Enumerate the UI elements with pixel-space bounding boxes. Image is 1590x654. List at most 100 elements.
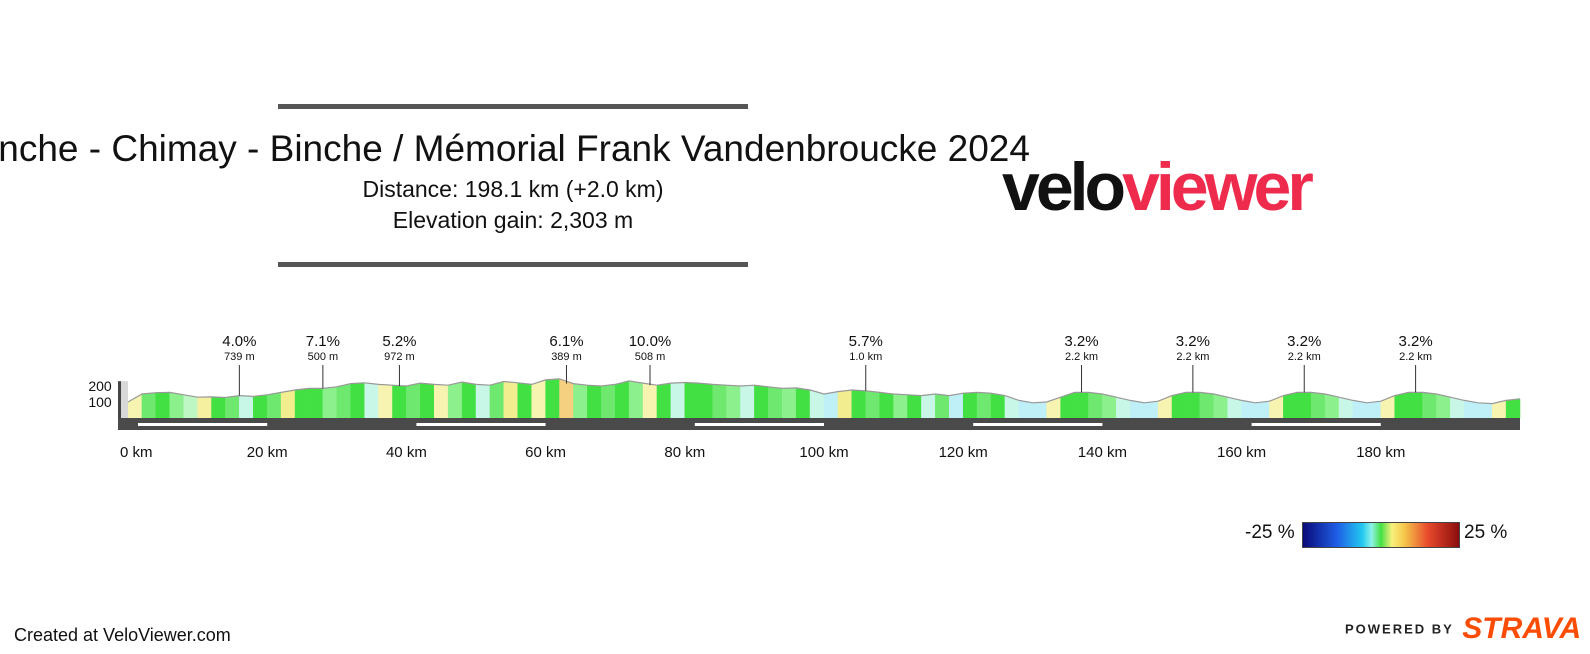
profile-segment (1283, 392, 1298, 419)
profile-segment (1046, 396, 1061, 419)
climb-gradient-label: 5.7% (849, 333, 883, 350)
profile-segment (280, 389, 296, 419)
climb-gradient-label: 5.2% (382, 333, 416, 350)
start-block (120, 381, 128, 418)
profile-segment (1213, 393, 1228, 419)
x-tick-label: 0 km (120, 444, 153, 461)
powered-by-strava[interactable]: POWERED BY STRAVA (1345, 612, 1581, 646)
profile-segment (253, 394, 268, 419)
profile-segment (1171, 392, 1187, 419)
route-title: inche - Chimay - Binche / Mémorial Frank… (0, 128, 1030, 169)
climb-length-label: 2.2 km (1176, 351, 1209, 363)
climb-gradient-label: 6.1% (549, 333, 583, 350)
title-top-rule (278, 104, 748, 109)
profile-segment (698, 382, 713, 419)
climb-markers: 4.0%739 m 7.1%500 m 5.2%972 m 6.1%389 m 10.0… (222, 333, 1433, 396)
x-tick-label: 180 km (1356, 444, 1405, 461)
profile-segment (336, 383, 351, 419)
profile-segment (392, 384, 407, 419)
x-tick-label: 40 km (386, 444, 427, 461)
profile-segment (211, 396, 226, 419)
road-stripe (1251, 423, 1381, 426)
profile-segment (531, 379, 546, 419)
x-tick-label: 120 km (939, 444, 988, 461)
powered-by-label: POWERED BY (1345, 621, 1454, 637)
profile-segment (656, 382, 672, 419)
climb-gradient-label: 3.2% (1287, 333, 1321, 350)
profile-segment (322, 386, 338, 419)
road-stripe (973, 423, 1103, 426)
profile-segment (712, 384, 727, 419)
profile-segment (935, 393, 950, 419)
profile-segment (962, 392, 978, 419)
profile-segment (1324, 393, 1340, 419)
profile-segment (1004, 395, 1020, 419)
climb-gradient-label: 3.2% (1176, 333, 1210, 350)
gradient-legend-bar (1302, 522, 1460, 548)
profile-segment (781, 387, 797, 419)
profile-segment (378, 384, 393, 419)
profile-segment (754, 384, 769, 419)
profile-segment (823, 391, 839, 419)
profile-segment (1199, 392, 1215, 419)
profile-segment (447, 381, 463, 419)
profile-segment (1422, 392, 1437, 419)
logo-velo: velo (1002, 149, 1126, 225)
distance-text: Distance: 198.1 km (+2.0 km) (362, 176, 664, 202)
profile-segment (614, 380, 630, 419)
profile-segment (225, 395, 240, 419)
profile-segment (308, 388, 324, 419)
profile-segment (949, 392, 964, 419)
profile-segment (294, 388, 310, 419)
profile-segment (155, 392, 171, 419)
profile-segment (503, 381, 519, 419)
climb-gradient-label: 4.0% (222, 333, 256, 350)
profile-segment (489, 381, 505, 419)
climb-length-label: 389 m (551, 351, 582, 363)
profile-segment (266, 392, 282, 419)
profile-segment (893, 393, 908, 419)
road-bar (118, 418, 1520, 430)
profile-segment (517, 382, 532, 419)
climb-gradient-label: 3.2% (1064, 333, 1098, 350)
profile-segment (141, 392, 157, 419)
profile-segment (865, 390, 880, 419)
profile-segment (545, 378, 560, 419)
veloviewer-logo: veloviewer (1002, 148, 1314, 226)
road-stripe (138, 423, 268, 426)
road-stripe (694, 423, 824, 426)
profile-segment (475, 384, 491, 419)
profile-segment (1366, 400, 1382, 419)
climb-length-label: 508 m (635, 351, 666, 363)
x-tick-label: 100 km (799, 444, 848, 461)
profile-segment (1074, 392, 1089, 419)
x-tick-label: 20 km (247, 444, 288, 461)
x-tick-label: 80 km (664, 444, 705, 461)
axis-labels: 0 km 20 km 40 km 60 km 80 km 100 km 120 km 140 … (88, 378, 1405, 461)
profile-segment (1505, 398, 1521, 419)
profile-segment (559, 378, 574, 419)
climb-gradient-label: 3.2% (1398, 333, 1432, 350)
gradient-legend-max: 25 % (1464, 522, 1508, 543)
profile-segment (406, 382, 421, 419)
profile-segment (601, 384, 616, 419)
profile-segment (1185, 392, 1201, 419)
climb-length-label: 2.2 km (1065, 351, 1098, 363)
start-marker (118, 381, 121, 418)
y-tick-label: 200 (88, 378, 112, 394)
profile-segment (1310, 392, 1326, 419)
profile-segment (837, 389, 853, 419)
climb-length-label: 972 m (384, 351, 415, 363)
x-tick-label: 160 km (1217, 444, 1266, 461)
profile-segment (461, 381, 477, 419)
profile-segment (169, 392, 184, 419)
profile-segment (183, 394, 198, 419)
profile-segment (726, 384, 741, 419)
profile-segment (628, 380, 644, 419)
profile-segment (573, 383, 588, 419)
profile-segment (907, 394, 922, 419)
profile-segment (684, 382, 699, 419)
created-at-link[interactable]: Created at VeloViewer.com (14, 625, 231, 645)
x-tick-label: 60 km (525, 444, 566, 461)
road-stripe (416, 423, 546, 426)
